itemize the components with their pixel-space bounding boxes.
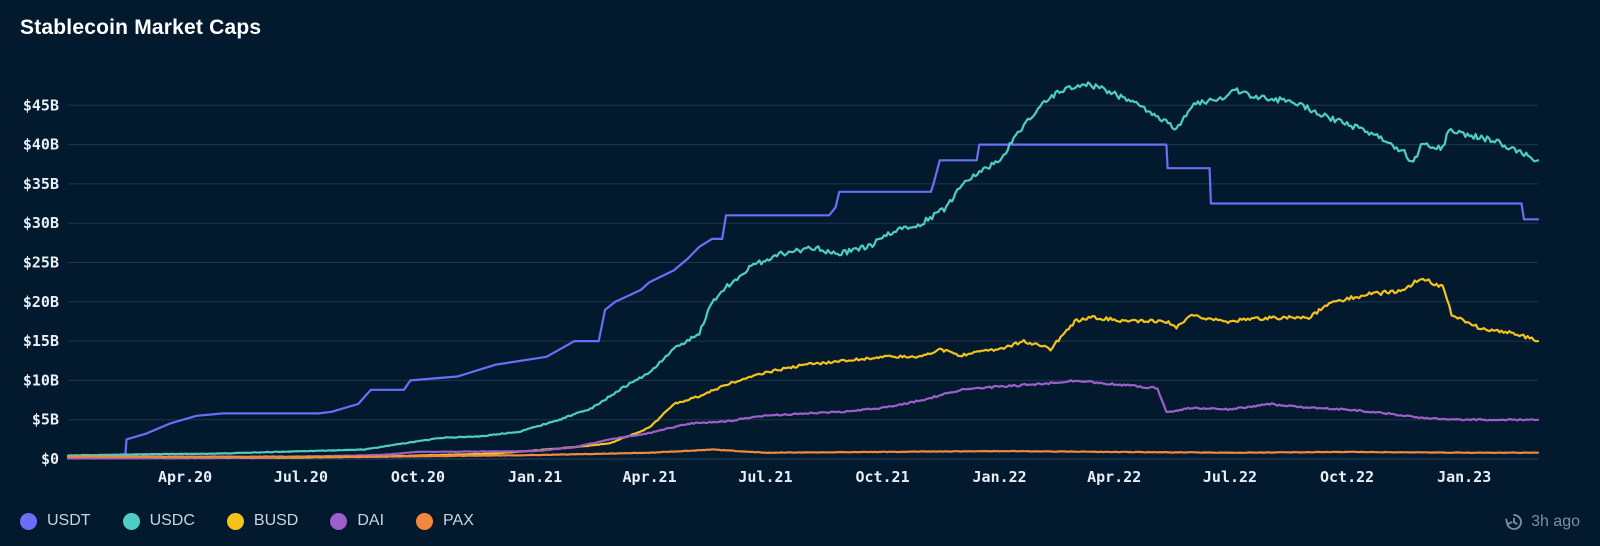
legend-item-dai[interactable]: DAI (330, 512, 384, 530)
legend-label: DAI (357, 512, 385, 529)
updated-text: 3h ago (1531, 513, 1580, 530)
x-axis: Apr.20 Jul.20 Oct.20 Jan.21 Apr.21 Jul.21 Oct.… (158, 468, 1491, 486)
chart-title: Stablecoin Market Caps (20, 16, 262, 39)
x-tick-label: Jul.22 (1203, 468, 1257, 486)
legend-marker (122, 512, 140, 530)
legend-item-busd[interactable]: BUSD (226, 512, 299, 530)
legend-label: USDT (47, 512, 91, 529)
legend-marker (226, 512, 244, 530)
legend: USDT USDC BUSD DAI PAX (20, 512, 506, 530)
clock-history-icon (1505, 514, 1522, 530)
y-tick-label: $5B (32, 411, 59, 429)
y-tick-label: $45B (23, 96, 59, 114)
x-tick-label: Oct.21 (855, 468, 909, 486)
legend-item-usdt[interactable]: USDT (20, 512, 91, 530)
line-chart: $0 $5B $10B $15B $20B $25B $30B $35B $40B $45B Ap… (23, 81, 1540, 486)
legend-marker (20, 512, 37, 530)
gridlines (68, 104, 1538, 460)
series-line-busd (66, 277, 1540, 460)
y-tick-label: $30B (23, 214, 59, 232)
legend-marker (330, 512, 348, 530)
legend-item-usdc[interactable]: USDC (122, 512, 195, 530)
x-tick-label: Apr.20 (158, 468, 212, 486)
legend-label: BUSD (253, 512, 299, 529)
x-tick-label: Jan.23 (1437, 468, 1491, 486)
x-tick-label: Jul.20 (274, 468, 328, 486)
x-tick-label: Oct.20 (391, 468, 445, 486)
x-tick-label: Jan.21 (508, 468, 562, 486)
last-updated: 3h ago (1504, 512, 1580, 532)
legend-label: USDC (149, 512, 195, 529)
legend-item-pax[interactable]: PAX (416, 512, 474, 530)
y-axis: $0 $5B $10B $15B $20B $25B $30B $35B $40B $45B (23, 96, 59, 468)
legend-marker (416, 512, 434, 530)
legend-label: PAX (443, 512, 474, 529)
x-tick-label: Jan.22 (973, 468, 1027, 486)
x-tick-label: Apr.21 (623, 468, 677, 486)
series-line-usdc (66, 81, 1540, 457)
series-line-pax (66, 448, 1540, 458)
series-line-usdt (66, 143, 1540, 458)
x-tick-label: Jul.21 (738, 468, 792, 486)
y-tick-label: $15B (23, 332, 59, 350)
y-tick-label: $40B (23, 136, 59, 154)
y-tick-label: $35B (23, 175, 59, 193)
y-tick-label: $25B (23, 254, 59, 272)
y-tick-label: $20B (23, 293, 59, 311)
y-tick-label: $0 (41, 450, 59, 468)
series-lines (66, 81, 1540, 460)
y-tick-label: $10B (23, 371, 59, 389)
x-tick-label: Apr.22 (1087, 468, 1141, 486)
x-tick-label: Oct.22 (1320, 468, 1374, 486)
